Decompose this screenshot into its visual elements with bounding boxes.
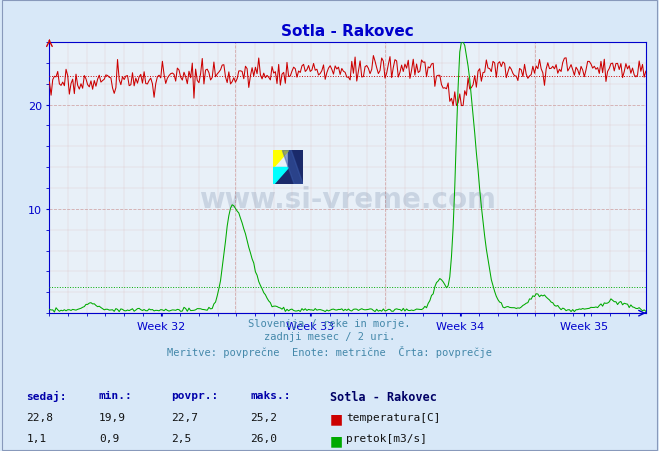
Text: min.:: min.: — [99, 390, 132, 400]
Polygon shape — [273, 168, 289, 185]
Text: 2,5: 2,5 — [171, 433, 192, 443]
Text: 22,7: 22,7 — [171, 412, 198, 422]
Text: ■: ■ — [330, 433, 343, 447]
Text: Slovenija / reke in morje.: Slovenija / reke in morje. — [248, 318, 411, 328]
Text: povpr.:: povpr.: — [171, 390, 219, 400]
Text: Sotla - Rakovec: Sotla - Rakovec — [330, 390, 436, 403]
Text: pretok[m3/s]: pretok[m3/s] — [346, 433, 427, 443]
Text: 1,1: 1,1 — [26, 433, 47, 443]
Text: Meritve: povprečne  Enote: metrične  Črta: povprečje: Meritve: povprečne Enote: metrične Črta:… — [167, 345, 492, 357]
Text: sedaj:: sedaj: — [26, 390, 67, 401]
Text: 25,2: 25,2 — [250, 412, 277, 422]
Text: maks.:: maks.: — [250, 390, 291, 400]
Polygon shape — [273, 151, 289, 168]
Text: temperatura[C]: temperatura[C] — [346, 412, 440, 422]
Text: 22,8: 22,8 — [26, 412, 53, 422]
Text: zadnji mesec / 2 uri.: zadnji mesec / 2 uri. — [264, 331, 395, 341]
Title: Sotla - Rakovec: Sotla - Rakovec — [281, 24, 414, 39]
Text: 19,9: 19,9 — [99, 412, 126, 422]
Text: ■: ■ — [330, 412, 343, 426]
Polygon shape — [273, 151, 303, 185]
Text: www.si-vreme.com: www.si-vreme.com — [199, 186, 496, 214]
Text: 0,9: 0,9 — [99, 433, 119, 443]
Polygon shape — [283, 151, 303, 185]
Text: 26,0: 26,0 — [250, 433, 277, 443]
